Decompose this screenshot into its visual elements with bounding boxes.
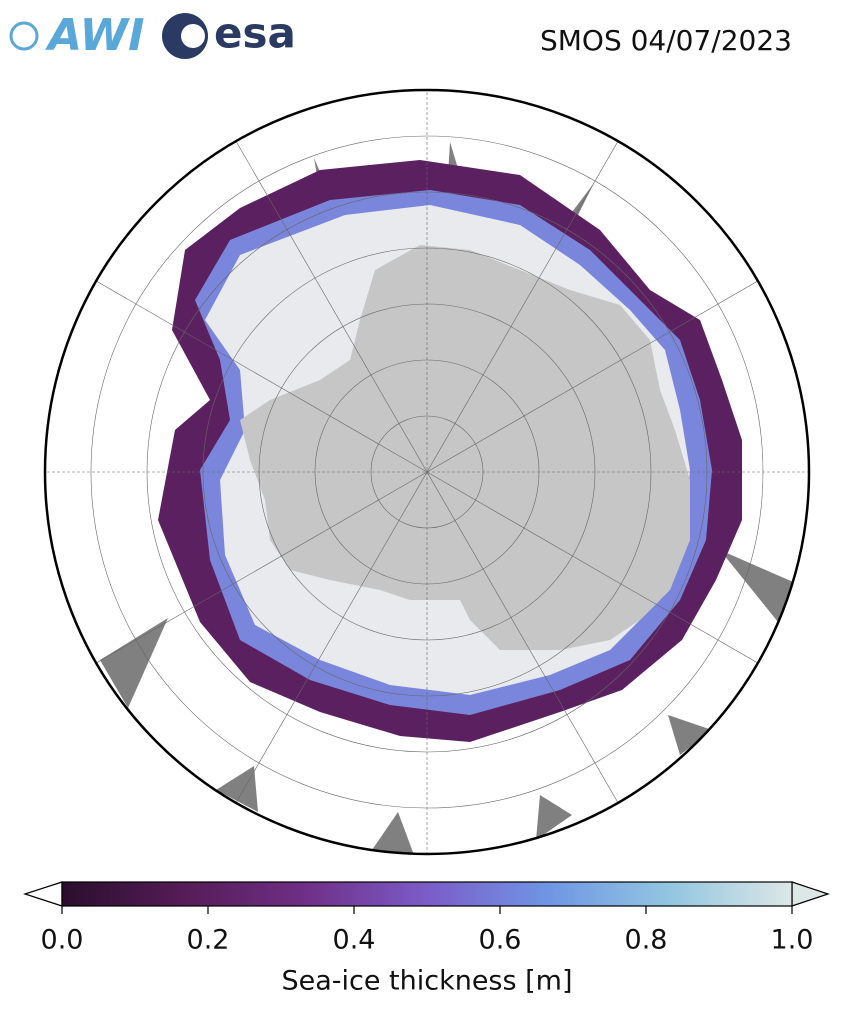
tick-label: 1.0 [771,925,814,956]
graticule [45,90,809,854]
map [45,90,809,854]
land [240,245,690,650]
title: SMOS 04/07/2023 [540,24,792,57]
tick-label: 0.6 [479,925,522,956]
logo-esa: esa [162,9,296,59]
tick-label: 0.4 [333,925,376,956]
colorbar-label: Sea-ice thickness [m] [281,966,572,997]
logo-awi: AWI [9,10,145,61]
colorbar [23,881,830,914]
tick-label: 0.2 [187,925,230,956]
tick-label: 0.8 [625,925,668,956]
logo-text: esa [214,9,296,58]
logo-text: AWI [45,10,145,61]
tick-label: 0.0 [41,925,84,956]
map-border [43,88,811,856]
colorbar-ramp [61,881,793,907]
